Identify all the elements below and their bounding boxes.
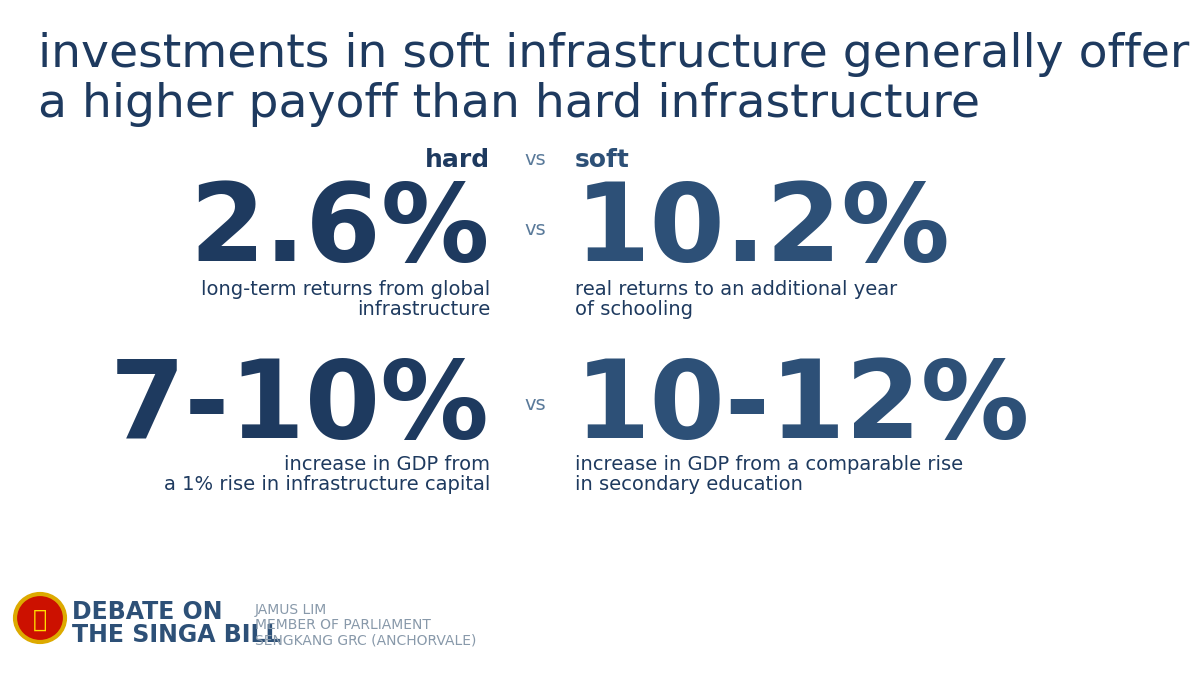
Text: hard: hard (425, 148, 490, 172)
Text: DEBATE ON: DEBATE ON (72, 600, 222, 624)
Text: in secondary education: in secondary education (575, 475, 803, 494)
Text: 10-12%: 10-12% (575, 355, 1031, 461)
Text: long-term returns from global: long-term returns from global (200, 280, 490, 299)
Text: 🔧: 🔧 (32, 608, 47, 632)
Text: vs: vs (524, 395, 546, 414)
Text: increase in GDP from a comparable rise: increase in GDP from a comparable rise (575, 455, 964, 474)
Text: a higher payoff than hard infrastructure: a higher payoff than hard infrastructure (38, 82, 980, 127)
Text: MEMBER OF PARLIAMENT: MEMBER OF PARLIAMENT (256, 618, 431, 632)
Text: SENGKANG GRC (ANCHORVALE): SENGKANG GRC (ANCHORVALE) (256, 633, 476, 647)
Text: infrastructure: infrastructure (356, 300, 490, 319)
Text: investments in soft infrastructure generally offer: investments in soft infrastructure gener… (38, 32, 1189, 77)
Text: soft: soft (575, 148, 630, 172)
Text: a 1% rise in infrastructure capital: a 1% rise in infrastructure capital (163, 475, 490, 494)
Text: vs: vs (524, 150, 546, 169)
Text: increase in GDP from: increase in GDP from (284, 455, 490, 474)
Text: 7-10%: 7-10% (110, 355, 490, 461)
Text: of schooling: of schooling (575, 300, 694, 319)
Text: 2.6%: 2.6% (190, 178, 490, 284)
Text: 10.2%: 10.2% (575, 178, 950, 284)
Text: JAMUS LIM: JAMUS LIM (256, 603, 328, 617)
Text: real returns to an additional year: real returns to an additional year (575, 280, 898, 299)
Ellipse shape (14, 594, 65, 642)
Text: THE SINGA BILL: THE SINGA BILL (72, 623, 281, 647)
Text: vs: vs (524, 220, 546, 239)
